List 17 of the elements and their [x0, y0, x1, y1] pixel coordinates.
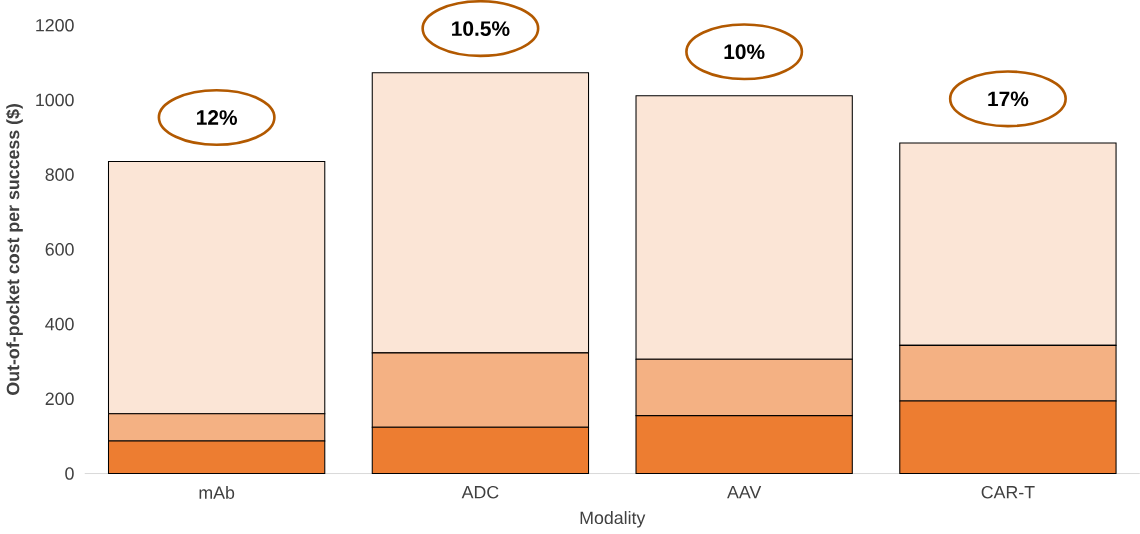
annotation: 10% [724, 44, 765, 60]
y-tick-label: 600 [45, 243, 74, 256]
x-tick-label: CAR-T [981, 486, 1035, 499]
y-tick-label: 400 [45, 318, 74, 331]
x-tick-label: ADC [461, 486, 499, 499]
x-axis-title: Modality [580, 511, 646, 528]
y-tick-label: 1000 [36, 93, 74, 107]
x-tick-label: AAV [727, 486, 762, 499]
y-tick-label: 1200 [36, 19, 74, 32]
y-tick-label: 200 [45, 392, 74, 406]
annotation: 17% [988, 91, 1029, 107]
annotation: 10.5% [452, 21, 510, 37]
x-tick-label: mAb [199, 486, 235, 500]
y-axis-title: Out-of-pocket cost per success ($) [5, 104, 23, 396]
annotation: 12% [197, 110, 238, 126]
y-tick-label: 800 [45, 168, 74, 182]
y-tick-label: 0 [65, 467, 74, 481]
